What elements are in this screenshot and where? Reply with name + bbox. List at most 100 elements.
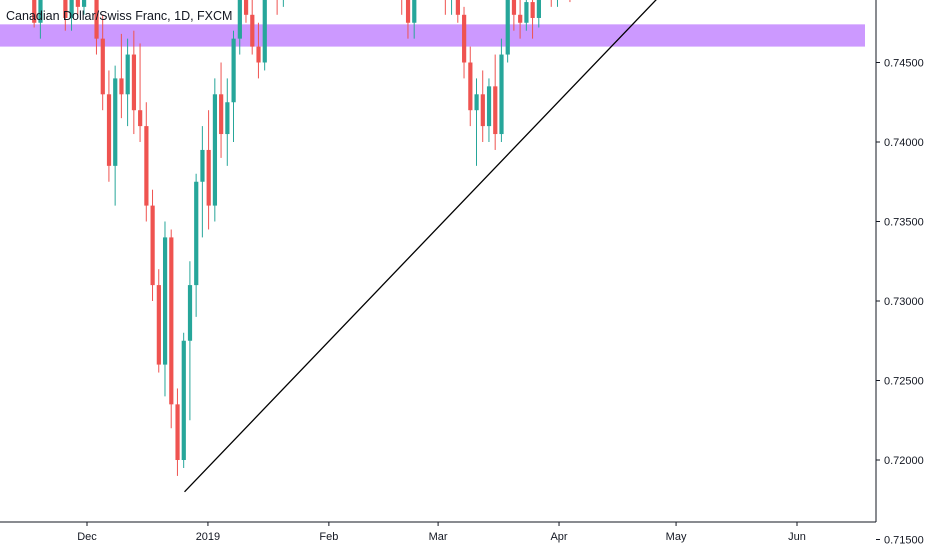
candle: [169, 229, 174, 429]
candle-body: [144, 126, 149, 206]
candle-body: [131, 54, 137, 111]
candle: [81, 0, 87, 15]
candle-body: [138, 110, 143, 127]
candle: [493, 54, 498, 150]
candle-body: [162, 237, 168, 365]
candle: [119, 33, 124, 119]
candle: [401, 0, 403, 15]
candle-body: [237, 0, 242, 39]
candle: [138, 43, 143, 142]
candle: [125, 38, 130, 127]
candle-body: [106, 94, 112, 166]
candle: [276, 0, 278, 15]
candle: [474, 78, 479, 166]
candle-body: [69, 0, 74, 18]
candle: [550, 0, 552, 7]
candle: [194, 173, 199, 317]
candle-body: [156, 285, 161, 365]
candle-body: [194, 181, 199, 286]
candle: [511, 0, 517, 31]
candle: [225, 78, 230, 166]
candle: [444, 0, 446, 15]
candle-body: [480, 94, 485, 127]
price-axis[interactable]: 0.770000.765000.760000.755000.750000.745…: [875, 0, 932, 547]
candle-body: [231, 38, 236, 103]
candle-body: [505, 0, 510, 55]
candle: [243, 0, 249, 23]
candle: [250, 0, 255, 55]
chart-title: Canadian Dollar/Swiss Franc, 1D, FXCM: [6, 9, 233, 23]
candles: [32, 0, 571, 476]
time-tick-label: 2019: [196, 531, 220, 543]
candle-body: [63, 0, 68, 18]
candle: [455, 0, 460, 23]
candle: [38, 0, 43, 39]
time-axis[interactable]: Dec 2019 Feb Mar Apr May Jun: [0, 521, 876, 543]
candle-body: [200, 149, 205, 182]
candle-body: [119, 78, 124, 95]
candle: [106, 70, 112, 182]
candle-body: [499, 54, 504, 135]
time-tick-label: May: [666, 531, 687, 543]
candle: [412, 0, 417, 39]
candle: [505, 0, 510, 63]
candle-body: [493, 86, 498, 135]
candle: [75, 0, 80, 15]
candle-body: [100, 38, 105, 95]
price-tick-label: 0.71500: [884, 535, 924, 547]
price-tick-label: 0.74000: [884, 137, 924, 149]
candle-body: [256, 46, 261, 63]
candle-body: [187, 285, 193, 341]
support-zone[interactable]: [0, 24, 865, 47]
candle: [63, 0, 68, 31]
candle: [150, 189, 155, 301]
candle-body: [474, 94, 479, 111]
time-tick-label: Apr: [550, 531, 567, 543]
candle-body: [243, 0, 249, 15]
candle-body: [536, 0, 541, 18]
candle: [462, 6, 467, 79]
candle-body: [32, 0, 37, 23]
candle-body: [212, 94, 218, 206]
price-tick-label: 0.74500: [884, 58, 924, 70]
candle-body: [113, 78, 118, 166]
candle: [175, 388, 180, 476]
candle-body: [169, 237, 174, 405]
candle: [181, 332, 186, 468]
candle-body: [75, 0, 80, 7]
candle: [131, 30, 137, 135]
candle: [212, 78, 218, 222]
candle-body: [181, 340, 186, 460]
candle-body: [405, 0, 411, 23]
candle: [524, 0, 529, 31]
candle: [499, 38, 504, 142]
candle: [162, 221, 168, 397]
candle: [405, 0, 411, 39]
candle-body: [455, 0, 460, 15]
candle: [187, 261, 193, 421]
candle: [231, 30, 236, 142]
candle-body: [175, 404, 180, 460]
candle: [518, 0, 523, 39]
candle-body: [81, 0, 87, 7]
candle: [282, 0, 284, 7]
candle: [536, 0, 541, 28]
candle: [144, 102, 149, 222]
price-tick-label: 0.73000: [884, 296, 924, 308]
price-tick-label: 0.72500: [884, 376, 924, 388]
candle: [94, 0, 99, 55]
candle-body: [94, 0, 99, 39]
candle: [100, 14, 105, 111]
candle-body: [38, 0, 43, 23]
time-tick-label: Jun: [788, 531, 806, 543]
candle-body: [530, 2, 535, 18]
candle: [32, 0, 37, 28]
candle: [113, 65, 118, 206]
candle-body: [125, 54, 130, 95]
candle-body: [486, 86, 492, 127]
price-tick-label: 0.72000: [884, 455, 924, 467]
time-tick-label: Dec: [77, 531, 97, 543]
trendline[interactable]: [184, 0, 805, 493]
